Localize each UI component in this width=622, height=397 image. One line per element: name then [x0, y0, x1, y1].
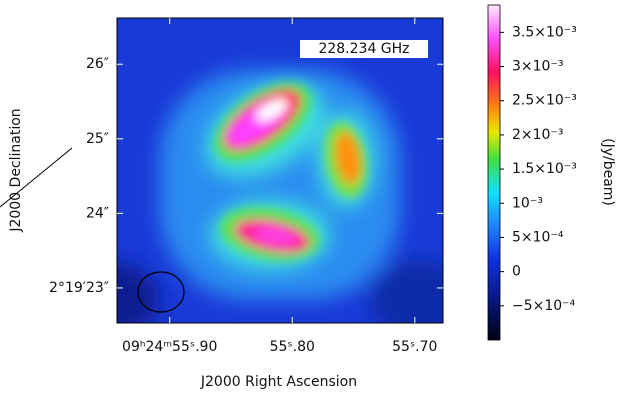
colorbar-tick-label: 10⁻³	[512, 195, 543, 211]
x-tick-label: 55ˢ.70	[392, 339, 437, 355]
y-axis-label: J2000 Declination	[8, 108, 24, 232]
colorbar-tick-label: 2.5×10⁻³	[512, 93, 577, 109]
x-axis-label: J2000 Right Ascension	[200, 374, 357, 390]
x-tick-label: 09ʰ24ᵐ55ˢ.90	[122, 339, 217, 355]
colorbar-tick-label: 1.5×10⁻³	[512, 161, 577, 177]
colorbar-tick-label: −5×10⁻⁴	[512, 298, 576, 314]
y-tick-label: 26″	[86, 56, 109, 72]
colorbar-tick-label: 5×10⁻⁴	[512, 229, 564, 245]
colorbar-tick-label: 3×10⁻³	[512, 59, 563, 75]
colorbar-label: (Jy/beam)	[600, 138, 616, 206]
colorbar	[488, 5, 500, 340]
colorbar-tick-label: 3.5×10⁻³	[512, 24, 577, 40]
x-tick-label: 55ˢ.80	[270, 339, 315, 355]
chart: 228.234 GHz J2000 Right Ascension J2000 …	[0, 0, 622, 393]
frequency-label: 228.234 GHz	[318, 41, 409, 57]
colorbar-tick-label: 2×10⁻³	[512, 127, 563, 143]
y-tick-label: 25″	[86, 131, 109, 147]
colorbar-tick-label: 0	[512, 264, 521, 280]
y-tick-label: 24″	[86, 205, 109, 221]
y-tick-label: 2°19′23″	[49, 280, 109, 296]
